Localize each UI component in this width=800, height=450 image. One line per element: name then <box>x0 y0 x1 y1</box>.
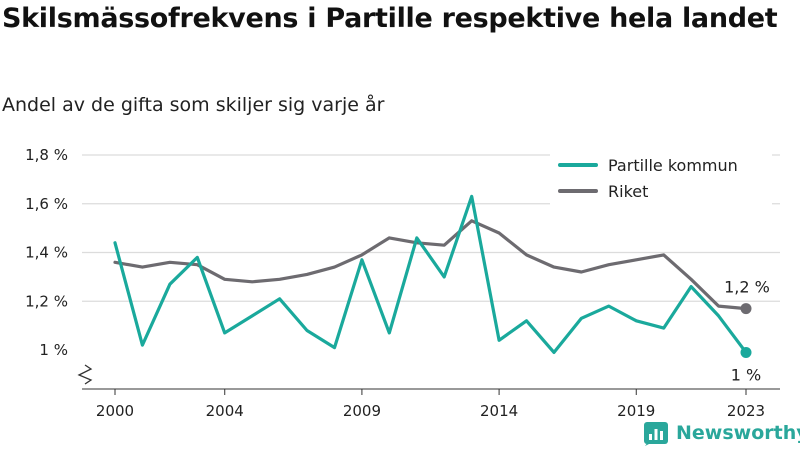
x-tick-label: 2004 <box>206 402 244 420</box>
x-tick-label: 2019 <box>617 402 655 420</box>
end-label-partille: 1 % <box>731 365 761 384</box>
newsworthy-logo-icon <box>644 422 668 446</box>
end-point-riket <box>740 303 752 315</box>
end-label-riket: 1,2 % <box>724 278 770 297</box>
chart-title: Skilsmässofrekvens i Partille respektive… <box>2 3 778 34</box>
legend-item-partille: Partille kommun <box>558 153 738 177</box>
legend-swatch-riket <box>558 189 598 193</box>
y-tick-label: 1,4 % <box>25 244 68 262</box>
axis-break-icon <box>77 364 93 385</box>
series-line-partille <box>113 194 748 354</box>
end-point-partille <box>740 346 752 358</box>
y-tick-label: 1 % <box>39 341 68 359</box>
x-tick-label: 2009 <box>343 402 381 420</box>
legend-label-partille: Partille kommun <box>608 155 738 175</box>
x-tick-label: 2000 <box>96 402 134 420</box>
newsworthy-logo-text: Newsworthy <box>676 422 800 444</box>
chart-subtitle: Andel av de gifta som skiljer sig varje … <box>2 94 385 116</box>
x-tick-label: 2014 <box>480 402 518 420</box>
legend-label-riket: Riket <box>608 181 649 201</box>
y-tick-label: 1,6 % <box>25 195 68 213</box>
series-line-riket <box>113 219 748 311</box>
y-tick-label: 1,8 % <box>25 146 68 164</box>
y-tick-label: 1,2 % <box>25 292 68 310</box>
chart-legend: Partille kommun Riket <box>550 150 772 206</box>
newsworthy-logo: Newsworthy <box>644 418 800 448</box>
x-tick-label: 2023 <box>727 402 765 420</box>
legend-item-riket: Riket <box>558 179 648 203</box>
legend-swatch-partille <box>558 163 598 167</box>
